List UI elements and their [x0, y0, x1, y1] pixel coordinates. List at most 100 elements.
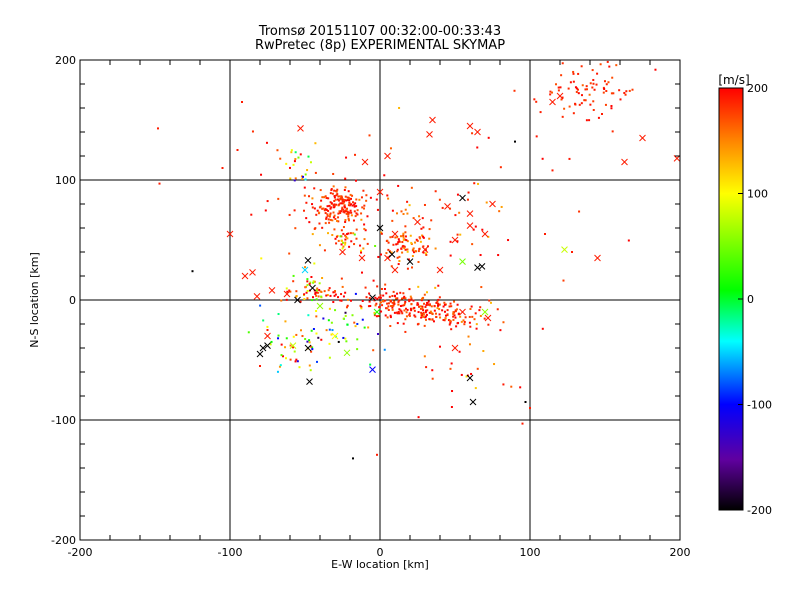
data-point: [413, 309, 416, 312]
data-point: [373, 299, 376, 302]
data-point: [290, 151, 293, 154]
data-point: [297, 156, 300, 159]
data-point: [535, 135, 538, 138]
data-point: [300, 329, 303, 332]
data-point: [403, 295, 406, 298]
data-point: [436, 300, 439, 303]
data-point: [312, 327, 315, 330]
data-point: [338, 210, 341, 213]
data-point: [334, 198, 337, 201]
data-point: [412, 217, 415, 220]
data-point: [392, 290, 395, 293]
data-point: [544, 233, 546, 235]
data-point: [380, 232, 383, 235]
data-point-cross: [469, 398, 477, 406]
data-point: [359, 304, 362, 307]
data-point: [345, 235, 348, 238]
data-point: [310, 350, 313, 353]
data-point-cross: [444, 203, 451, 210]
data-point: [433, 305, 436, 308]
data-point: [578, 103, 581, 106]
data-point: [299, 153, 302, 156]
data-point: [557, 89, 560, 92]
data-point: [405, 311, 408, 314]
data-point: [338, 195, 341, 198]
data-point: [392, 243, 395, 246]
data-point: [608, 65, 611, 68]
data-point: [293, 160, 296, 163]
data-point: [365, 199, 368, 202]
data-point: [410, 309, 413, 312]
data-point-cross: [466, 222, 474, 229]
data-point: [315, 213, 318, 216]
data-point: [356, 338, 359, 341]
data-point: [311, 346, 314, 349]
data-point: [306, 284, 309, 287]
data-point: [329, 192, 332, 195]
data-point: [279, 364, 282, 367]
data-point: [437, 302, 440, 305]
data-point: [447, 319, 450, 322]
data-point: [580, 94, 583, 97]
data-point: [387, 302, 390, 305]
data-point: [360, 196, 363, 199]
data-point: [340, 202, 343, 205]
data-point: [285, 337, 288, 340]
colorbar-tick-label: 0: [747, 293, 754, 306]
data-point-cross: [373, 308, 381, 316]
data-point: [430, 305, 433, 308]
data-point: [354, 202, 357, 205]
data-point: [365, 296, 368, 299]
data-point: [404, 307, 407, 310]
data-point: [489, 301, 492, 304]
data-point: [561, 96, 564, 99]
data-point: [328, 307, 331, 310]
data-point: [355, 228, 358, 231]
data-point: [455, 308, 458, 311]
data-point: [391, 209, 394, 212]
data-point: [343, 211, 346, 214]
data-point: [292, 274, 295, 277]
data-point: [336, 198, 339, 201]
data-point: [191, 270, 194, 273]
data-point: [318, 282, 321, 285]
data-point: [332, 204, 335, 207]
data-point: [624, 93, 627, 96]
data-point: [391, 305, 394, 308]
data-point: [278, 365, 281, 368]
data-point-cross: [264, 342, 271, 349]
data-point: [345, 156, 348, 159]
data-point: [303, 186, 306, 189]
data-point: [405, 239, 408, 242]
data-point: [320, 290, 323, 293]
data-point: [301, 175, 304, 178]
data-point: [588, 93, 591, 96]
data-point: [363, 207, 366, 210]
data-point: [384, 314, 387, 317]
data-point: [586, 88, 589, 91]
data-point: [368, 297, 371, 300]
data-point: [344, 311, 347, 314]
data-point: [384, 283, 387, 286]
data-point: [266, 329, 269, 331]
data-point: [332, 185, 335, 188]
data-point: [595, 83, 598, 86]
data-point: [398, 312, 401, 315]
data-point: [510, 385, 513, 388]
data-point: [289, 344, 292, 347]
data-point: [308, 364, 311, 367]
data-point: [623, 91, 626, 94]
data-point: [277, 313, 280, 316]
data-point: [276, 370, 279, 373]
data-point: [368, 134, 371, 137]
data-point: [295, 290, 298, 293]
data-point: [375, 302, 378, 305]
data-point: [326, 205, 329, 208]
data-point: [383, 287, 386, 290]
data-point: [403, 304, 406, 307]
data-point: [305, 291, 308, 294]
data-point: [337, 340, 340, 343]
data-point: [288, 213, 291, 216]
data-point: [344, 220, 347, 223]
data-point: [406, 248, 409, 251]
